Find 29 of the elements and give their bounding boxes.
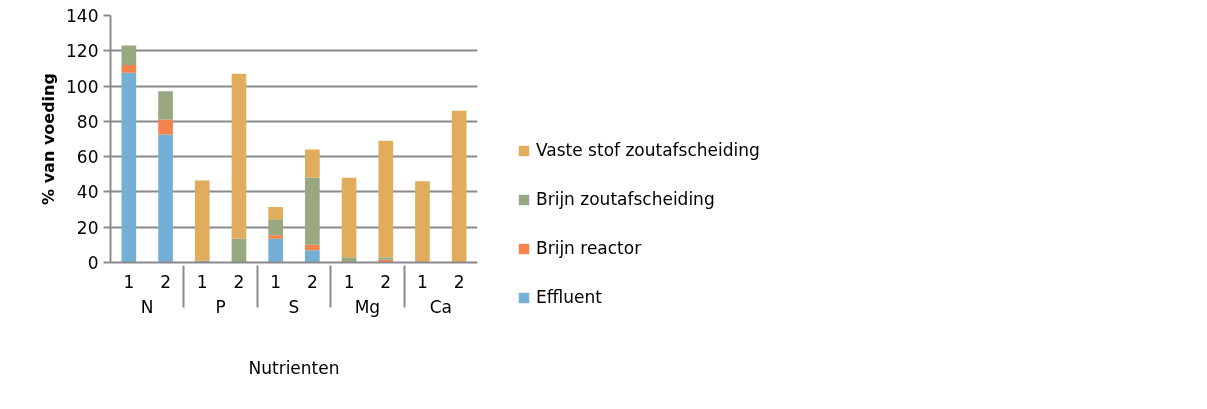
text: Ca bbox=[429, 296, 452, 317]
x-tick-label: 1 bbox=[270, 271, 282, 292]
text: Mg bbox=[354, 296, 381, 317]
y-tick-label: 100 bbox=[66, 76, 99, 97]
x-axis-title: Nutrienten bbox=[248, 357, 340, 378]
y-tick-label: 0 bbox=[87, 253, 99, 273]
legend-label: Effluent bbox=[536, 287, 602, 307]
y-axis-title: % van voeding bbox=[39, 73, 59, 205]
legend-label: Brijn reactor bbox=[536, 238, 642, 258]
x-tick-label: 2 bbox=[453, 271, 465, 292]
y-tick-label: 120 bbox=[66, 41, 99, 62]
x-tick-label: 1 bbox=[343, 271, 355, 292]
y-tick-label: 140 bbox=[66, 6, 99, 26]
x-tick-label: 1 bbox=[417, 271, 428, 292]
legend-label: Vaste stof zoutafscheiding bbox=[536, 140, 760, 160]
x-tick-label: 2 bbox=[160, 271, 171, 292]
x-tick-label: 2 bbox=[233, 271, 245, 292]
x-tick-label: 1 bbox=[196, 271, 208, 292]
x-tick-label: 1 bbox=[123, 271, 135, 292]
x-tick-label: 2 bbox=[380, 271, 392, 292]
text: S bbox=[288, 296, 300, 317]
y-tick-label: 20 bbox=[76, 217, 99, 238]
legend-label: Brijn zoutafscheiding bbox=[536, 189, 715, 209]
text: P bbox=[215, 296, 226, 317]
y-tick-label: 40 bbox=[76, 182, 99, 203]
text: N bbox=[140, 296, 154, 317]
x-tick-label: 2 bbox=[306, 271, 318, 292]
y-tick-label: 80 bbox=[76, 111, 99, 132]
y-tick-label: 60 bbox=[76, 147, 99, 168]
